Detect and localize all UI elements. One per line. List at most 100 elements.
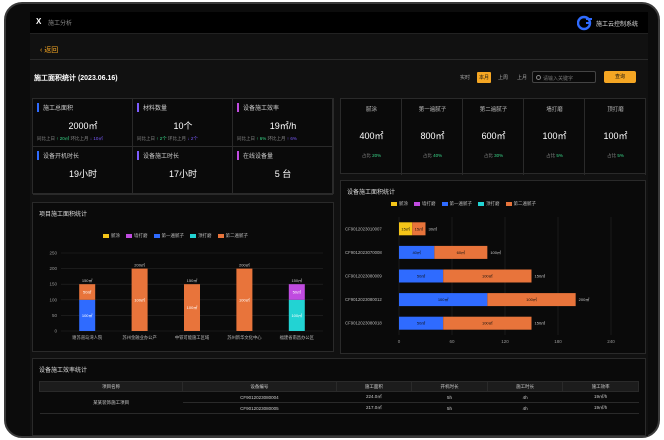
table-header-cell[interactable]: 开机时长 — [411, 381, 488, 392]
bar-value-label: 100㎡ — [482, 273, 493, 279]
table-header-cell[interactable]: 施工时长 — [486, 381, 564, 392]
legend-item[interactable]: 第二遍腻子 — [217, 233, 248, 239]
table-header-cell[interactable]: 项目名称 — [38, 381, 184, 392]
table-cell: CF9012023080005 — [182, 402, 337, 414]
legend-swatch — [153, 234, 160, 238]
bar-segment[interactable] — [288, 284, 305, 300]
metric-value: 19小时 — [68, 169, 97, 179]
tablet-frame: X 施工分析 施工云控制系统 ‹ 返回 施工面积统计 (2023.06.16) … — [4, 2, 660, 438]
search-input[interactable]: 请输入关键字 — [532, 71, 596, 83]
legend-swatch — [414, 202, 420, 206]
x-tick-label: 苏州新华文化中心 — [227, 334, 262, 341]
project-area-panel: 项目施工面积统计 腻涂 墙打磨 第一遍腻子 顶打磨 第二遍腻子 0 50 100 150 200… — [32, 202, 334, 352]
legend-item[interactable]: 墙打磨 — [126, 233, 148, 239]
y-tick-label: CF9012023070008 — [345, 250, 382, 255]
legend-swatch — [391, 202, 397, 206]
compare-label: 环比上月 — [168, 136, 187, 141]
legend-item[interactable]: 墙打磨 — [414, 201, 436, 207]
bar-segment[interactable] — [412, 222, 426, 236]
legend-item[interactable]: 第一遍腻子 — [441, 201, 472, 207]
material-value: 400㎡ — [359, 131, 384, 141]
material-label: 墙打磨 — [546, 107, 563, 113]
metric-label: 设备施工效率 — [237, 103, 279, 112]
bar-segment[interactable] — [443, 316, 532, 330]
bar-segment[interactable] — [79, 299, 96, 331]
material-value: 800㎡ — [420, 131, 445, 141]
tab-realtime[interactable]: 实时 — [460, 75, 471, 81]
y-tick-label: 50 — [52, 313, 58, 318]
legend-label: 顶打磨 — [486, 201, 500, 206]
table-header-row: 项目名称 设备编号 施工面积 开机时长 施工时长 施工效率 — [38, 381, 639, 392]
metric-value: 10个 — [173, 121, 193, 131]
legend-swatch — [505, 202, 512, 206]
bar-segment[interactable] — [443, 269, 532, 283]
share-label: 占比 — [607, 153, 617, 158]
bar-segment[interactable] — [79, 284, 96, 300]
material-label: 第一遍腻子 — [418, 107, 447, 113]
bar-segment[interactable] — [399, 269, 444, 283]
metric-card: 在线设备量 5 台 — [233, 147, 333, 195]
bar-segment[interactable] — [184, 284, 200, 331]
legend-label: 腻涂 — [111, 233, 120, 238]
table-row[interactable]: 某某装饰施工项目 CF9012023080004 224.0㎡ 5h 4h 19㎡/h — [39, 391, 639, 414]
bar-segment[interactable] — [399, 293, 488, 307]
app-logo[interactable]: X — [36, 17, 42, 26]
table-cell: 217.0㎡ — [336, 402, 412, 414]
legend-swatch — [441, 202, 448, 206]
legend-swatch — [126, 234, 132, 238]
table-row[interactable]: CF9012023080005 217.0㎡ 5h 4h 19㎡/h — [40, 402, 639, 414]
bar-segment[interactable] — [399, 316, 444, 330]
top-bar: X 施工分析 施工云控制系统 — [30, 12, 648, 34]
tab-last-month[interactable]: 上月 — [517, 75, 528, 81]
legend-item[interactable]: 第一遍腻子 — [153, 233, 184, 239]
legend-item[interactable]: 顶打磨 — [478, 201, 500, 207]
table-cell: 19㎡/h — [562, 402, 639, 414]
compare-value: ↑ 2个 — [156, 136, 167, 141]
bar-segment[interactable] — [236, 268, 253, 331]
project-panel-title: 项目施工面积统计 — [39, 212, 88, 218]
compare-label: 同比上日 — [137, 136, 155, 141]
bar-segment[interactable] — [487, 293, 576, 307]
bar-segment[interactable] — [434, 245, 488, 259]
legend-item[interactable]: 第二遍腻子 — [505, 201, 536, 207]
y-tick-label: CF9012023080012 — [345, 297, 382, 302]
back-button[interactable]: ‹ 返回 — [40, 47, 59, 54]
x-tick-label: 福建省南昌办公区 — [280, 334, 315, 341]
table-cell: CF9012023080004 — [182, 391, 337, 403]
table-header-cell[interactable]: 施工效率 — [562, 381, 639, 392]
material-share: 占比 5% — [524, 153, 585, 159]
bar-total-label: 100㎡ — [490, 249, 501, 255]
bar-total-label: 200㎡ — [239, 262, 250, 268]
compare-label: 同比上日 — [237, 136, 255, 141]
y-tick-label: 250 — [49, 251, 57, 256]
metric-compare: 同比上日 ↑ 6% 环比上月 ↑ 6% — [237, 136, 297, 142]
legend-item[interactable]: 顶打磨 — [190, 233, 212, 239]
bar-segment[interactable] — [131, 268, 148, 331]
material-stat: 第一遍腻子 800㎡ 占比 40% — [402, 99, 463, 175]
device-panel-title: 设备施工面积统计 — [347, 190, 396, 196]
search-button[interactable]: 查询 — [604, 71, 636, 83]
bar-value-label: 60㎡ — [457, 249, 465, 255]
table-header-cell[interactable]: 设备编号 — [182, 381, 337, 392]
x-tick-label: 180 — [554, 339, 562, 344]
compare-value: ↓ 2个 — [187, 136, 198, 141]
menu-label[interactable]: 施工分析 — [48, 21, 73, 27]
metric-card: 设备施工时长 17小时 — [133, 147, 233, 195]
tab-this-month[interactable]: 本月 — [477, 72, 492, 83]
metric-label: 材料数量 — [137, 103, 167, 112]
metrics-panel: 施工总面积 2000㎡ 同比上日 ↑ 20㎡ 环比上月 ↓ 10㎡ 材料数量 10个 同比… — [32, 98, 334, 195]
compare-value: ↑ 20㎡ — [56, 136, 70, 141]
bar-value-label: 100㎡ — [438, 296, 449, 302]
x-tick-label: 中铁可能施工区域 — [175, 334, 210, 341]
tab-last-week[interactable]: 上周 — [498, 75, 509, 81]
legend-item[interactable]: 腻涂 — [103, 233, 120, 239]
legend-item[interactable]: 腻涂 — [391, 201, 408, 207]
share-value: 20% — [372, 153, 382, 158]
y-tick-label: 150 — [49, 282, 57, 287]
material-value: 600㎡ — [481, 131, 506, 141]
bar-segment[interactable] — [399, 245, 435, 259]
bar-segment[interactable] — [288, 299, 305, 331]
bar-segment[interactable] — [399, 222, 413, 236]
y-tick-label: 100 — [49, 297, 57, 302]
table-header-cell[interactable]: 施工面积 — [335, 381, 413, 392]
